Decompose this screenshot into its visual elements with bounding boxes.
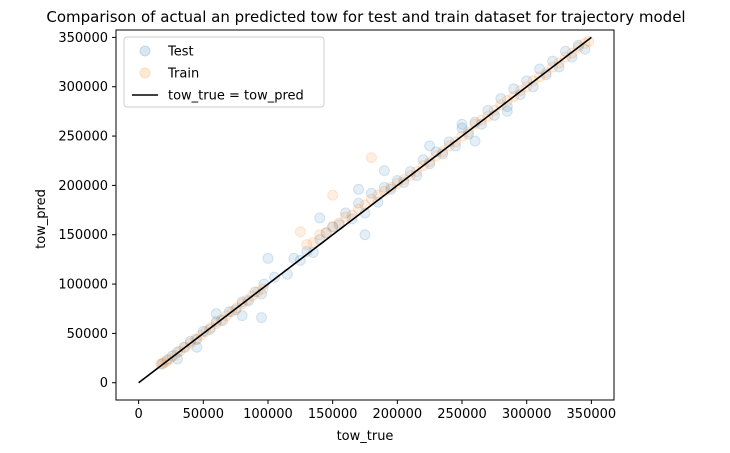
test-point [456, 122, 468, 134]
identity-line [138, 36, 592, 384]
test-point [365, 187, 377, 199]
train-point [469, 118, 481, 130]
test-point [501, 105, 513, 117]
test-point [424, 140, 436, 152]
legend-label: Train [167, 67, 199, 82]
test-point [495, 93, 507, 105]
test-point [398, 176, 410, 188]
x-tick-label: 200000 [373, 407, 423, 422]
test-point [534, 63, 546, 75]
train-point [155, 358, 167, 370]
y-tick-label: 350000 [58, 31, 108, 46]
x-tick-label: 300000 [502, 407, 552, 422]
test-point [359, 229, 371, 241]
test-point [320, 227, 332, 239]
test-point [184, 335, 196, 347]
y-tick-label: 50000 [67, 327, 108, 342]
y-tick-label: 250000 [58, 130, 108, 145]
test-point [372, 196, 384, 208]
test-point [340, 207, 352, 219]
x-axis-label: tow_true [337, 429, 394, 444]
test-point [210, 308, 222, 320]
x-tick-label: 350000 [567, 407, 617, 422]
y-tick-label: 300000 [58, 80, 108, 95]
test-point [223, 306, 235, 318]
legend-marker [139, 67, 151, 79]
train-point [391, 177, 403, 189]
y-tick-label: 200000 [58, 179, 108, 194]
train-point [340, 211, 352, 223]
y-tick-label: 100000 [58, 278, 108, 293]
train-point [307, 237, 319, 249]
legend-label: tow_true = tow_pred [168, 89, 304, 104]
train-point [333, 217, 345, 229]
train-point [294, 226, 306, 238]
test-point [243, 295, 255, 307]
test-point [236, 310, 248, 322]
test-point [378, 181, 390, 193]
legend-box [123, 36, 325, 108]
train-point [583, 35, 595, 47]
test-point [256, 312, 268, 324]
x-tick-label: 100000 [243, 407, 293, 422]
legend-marker [139, 45, 151, 57]
x-tick-label: 150000 [308, 407, 358, 422]
plot-area: 0 50000 100000 150000 200000 250000 300000 3500… [58, 29, 617, 422]
train-point [301, 239, 313, 251]
test-point [314, 212, 326, 224]
x-tick-label: 0 [134, 407, 142, 422]
train-point [320, 227, 332, 239]
legend-label: Test [167, 45, 194, 60]
train-point [327, 221, 339, 233]
test-point [353, 197, 365, 209]
test-point [469, 135, 481, 147]
train-point [327, 189, 339, 201]
test-point [456, 118, 468, 130]
test-point [191, 341, 203, 353]
test-point [249, 286, 261, 298]
test-point [579, 43, 591, 55]
y-tick-label: 0 [100, 376, 108, 391]
test-point [268, 271, 280, 283]
y-axis-label: tow_pred [34, 189, 49, 249]
test-point [236, 296, 248, 308]
chart-title: Comparison of actual an predicted tow fo… [46, 8, 685, 26]
train-point [365, 152, 377, 164]
train-point [314, 229, 326, 241]
test-point [508, 83, 520, 95]
x-tick-label: 250000 [437, 407, 487, 422]
y-tick-label: 150000 [58, 228, 108, 243]
plot-frame [115, 29, 615, 401]
test-point [197, 325, 209, 337]
test-point [327, 221, 339, 233]
test-point [281, 268, 293, 280]
test-point [210, 316, 222, 328]
test-point [262, 252, 274, 264]
train-point [495, 98, 507, 110]
test-point [572, 39, 584, 51]
x-tick-label: 50000 [183, 407, 224, 422]
test-point [353, 183, 365, 195]
test-point [217, 315, 229, 327]
legend: Test Train tow_true = tow_pred [123, 36, 325, 108]
test-point [378, 165, 390, 177]
